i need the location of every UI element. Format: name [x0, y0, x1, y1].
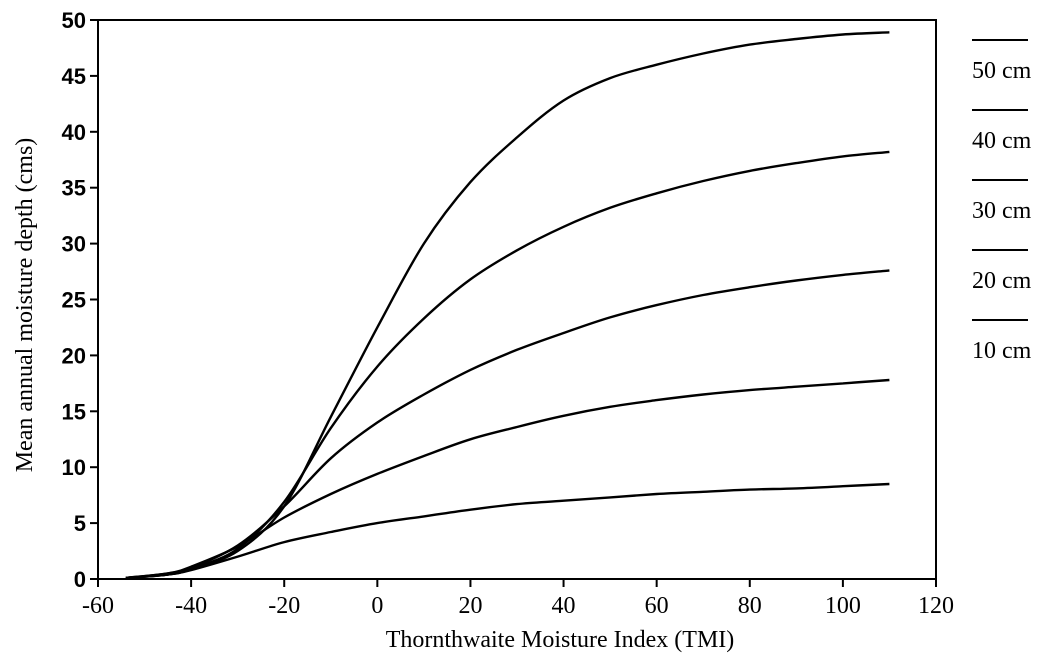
- x-axis-title: Thornthwaite Moisture Index (TMI): [386, 627, 735, 653]
- y-tick-label: 10: [62, 455, 86, 480]
- legend-label: 10 cm: [972, 338, 1032, 364]
- x-axis-ticks: -60 -40 -20 0 20 40 60 80 100 120: [82, 579, 954, 619]
- y-tick-label: 50: [62, 8, 86, 33]
- x-tick-label: -60: [82, 593, 114, 619]
- x-tick-label: 20: [458, 593, 482, 619]
- series-line-40-cm: [125, 150, 890, 580]
- x-tick-label: 100: [825, 593, 861, 619]
- y-tick-label: 45: [62, 64, 86, 89]
- y-tick-label: 35: [62, 176, 86, 201]
- x-tick-label: 40: [552, 593, 576, 619]
- y-tick-label: 15: [62, 399, 86, 424]
- y-axis-title: Mean annual moisture depth (cms): [12, 138, 38, 473]
- legend-label: 30 cm: [972, 198, 1032, 224]
- plot-frame: [97, 19, 937, 580]
- y-tick-label: 40: [62, 120, 86, 145]
- y-tick-label: 20: [62, 343, 86, 368]
- x-tick-label: 80: [738, 593, 762, 619]
- x-tick-label: -20: [268, 593, 300, 619]
- chart-curves: [125, 31, 890, 580]
- series-line-30-cm: [125, 269, 890, 580]
- y-axis-ticks: 0 5 10 15 20 25 30 35 40 45 50: [62, 8, 98, 592]
- series-line-10-cm: [125, 482, 890, 580]
- x-tick-label: -40: [175, 593, 207, 619]
- series-line-20-cm: [125, 378, 890, 580]
- y-tick-label: 0: [74, 567, 86, 592]
- y-tick-label: 30: [62, 232, 86, 257]
- x-tick-label: 60: [645, 593, 669, 619]
- y-tick-label: 25: [62, 288, 86, 313]
- legend-label: 50 cm: [972, 58, 1032, 84]
- legend-label: 20 cm: [972, 268, 1032, 294]
- legend-label: 40 cm: [972, 128, 1032, 154]
- series-line-50-cm: [125, 31, 890, 580]
- y-tick-label: 5: [74, 511, 86, 536]
- x-tick-label: 0: [371, 593, 383, 619]
- x-tick-label: 120: [918, 593, 954, 619]
- legend: 50 cm 40 cm 30 cm 20 cm 10 cm: [972, 39, 1032, 364]
